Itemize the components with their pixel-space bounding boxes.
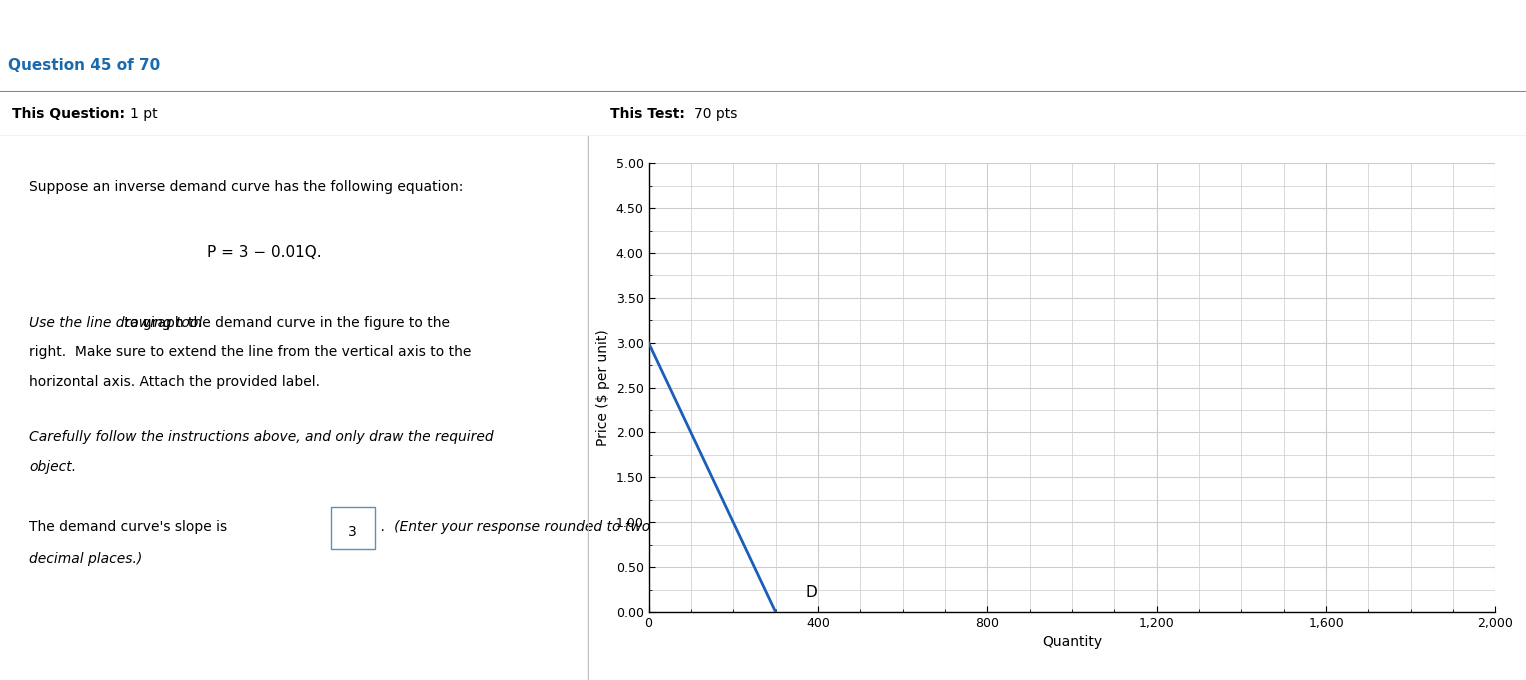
Text: P = 3 − 0.01Q.: P = 3 − 0.01Q.	[208, 245, 322, 260]
Y-axis label: Price ($ per unit): Price ($ per unit)	[597, 329, 610, 446]
FancyBboxPatch shape	[331, 507, 375, 549]
Text: Carefully follow the instructions above, and only draw the required: Carefully follow the instructions above,…	[29, 430, 494, 444]
Text: This Question:: This Question:	[12, 107, 125, 121]
Text: 1 pt: 1 pt	[130, 107, 157, 121]
Text: 3: 3	[348, 525, 357, 539]
Text: Question 45 of 70: Question 45 of 70	[8, 58, 160, 73]
Text: to graph the demand curve in the figure to the: to graph the demand curve in the figure …	[121, 316, 450, 330]
Text: Suppose an inverse demand curve has the following equation:: Suppose an inverse demand curve has the …	[29, 180, 464, 194]
Text: Use the line drawing tool: Use the line drawing tool	[29, 316, 203, 330]
Text: right.  Make sure to extend the line from the vertical axis to the: right. Make sure to extend the line from…	[29, 345, 472, 360]
Text: .  (Enter your response rounded to two: . (Enter your response rounded to two	[380, 520, 650, 534]
X-axis label: Quantity: Quantity	[1042, 635, 1102, 649]
Text: decimal places.): decimal places.)	[29, 552, 142, 566]
Text: This Test:: This Test:	[610, 107, 685, 121]
Text: object.: object.	[29, 460, 76, 474]
Text: 70 pts: 70 pts	[694, 107, 737, 121]
Text: The demand curve's slope is: The demand curve's slope is	[29, 520, 232, 534]
Text: horizontal axis. Attach the provided label.: horizontal axis. Attach the provided lab…	[29, 375, 320, 390]
Text: D: D	[806, 585, 816, 600]
